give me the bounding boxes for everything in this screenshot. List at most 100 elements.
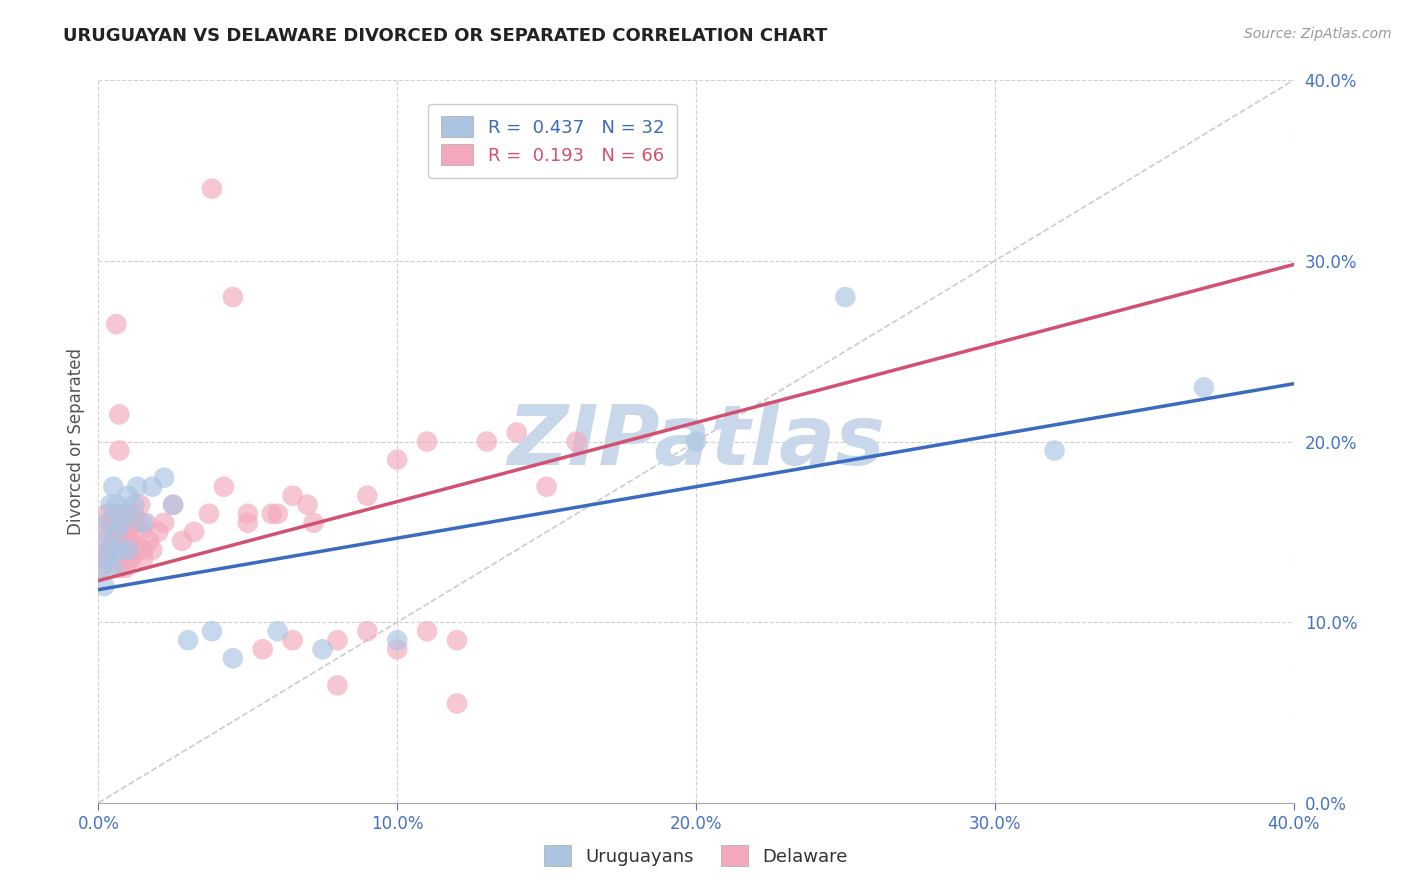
Point bbox=[141, 542, 163, 557]
Point bbox=[148, 524, 170, 539]
Point bbox=[222, 290, 245, 304]
Point bbox=[267, 507, 290, 521]
Point bbox=[105, 498, 128, 512]
Point bbox=[260, 507, 283, 521]
Point bbox=[385, 452, 409, 467]
Point bbox=[111, 533, 134, 548]
Text: Source: ZipAtlas.com: Source: ZipAtlas.com bbox=[1244, 27, 1392, 41]
Point bbox=[536, 480, 558, 494]
Point bbox=[132, 516, 155, 530]
Point bbox=[222, 651, 245, 665]
Point bbox=[326, 678, 349, 692]
Point bbox=[90, 561, 112, 575]
Point bbox=[141, 480, 163, 494]
Point bbox=[162, 498, 184, 512]
Point bbox=[120, 552, 142, 566]
Point bbox=[96, 552, 118, 566]
Point bbox=[103, 561, 125, 575]
Point bbox=[105, 524, 128, 539]
Point bbox=[93, 579, 115, 593]
Point bbox=[129, 498, 152, 512]
Point bbox=[153, 471, 176, 485]
Point bbox=[297, 498, 319, 512]
Point bbox=[103, 507, 125, 521]
Point bbox=[93, 552, 115, 566]
Point bbox=[281, 489, 304, 503]
Point bbox=[198, 507, 221, 521]
Point bbox=[111, 516, 134, 530]
Point bbox=[416, 434, 439, 449]
Point bbox=[117, 516, 139, 530]
Point bbox=[114, 561, 136, 575]
Point bbox=[117, 533, 139, 548]
Point bbox=[108, 443, 131, 458]
Point bbox=[162, 498, 184, 512]
Point bbox=[1043, 443, 1066, 458]
Text: ZIPatlas: ZIPatlas bbox=[508, 401, 884, 482]
Point bbox=[326, 633, 349, 648]
Point bbox=[98, 542, 122, 557]
Point bbox=[153, 516, 176, 530]
Point bbox=[252, 642, 274, 657]
Point bbox=[446, 697, 468, 711]
Point bbox=[385, 633, 409, 648]
Point bbox=[236, 507, 259, 521]
Point bbox=[114, 507, 136, 521]
Point bbox=[311, 642, 333, 657]
Point bbox=[281, 633, 304, 648]
Point bbox=[506, 425, 529, 440]
Point bbox=[108, 561, 131, 575]
Point bbox=[385, 642, 409, 657]
Point bbox=[138, 533, 160, 548]
Point bbox=[356, 624, 378, 639]
Y-axis label: Divorced or Separated: Divorced or Separated bbox=[66, 348, 84, 535]
Point bbox=[114, 507, 136, 521]
Point bbox=[446, 633, 468, 648]
Point bbox=[685, 434, 707, 449]
Point bbox=[96, 507, 118, 521]
Point bbox=[90, 561, 112, 575]
Point bbox=[98, 542, 122, 557]
Point bbox=[111, 516, 134, 530]
Legend: Uruguayans, Delaware: Uruguayans, Delaware bbox=[537, 838, 855, 873]
Point bbox=[108, 542, 131, 557]
Point bbox=[565, 434, 588, 449]
Point bbox=[108, 408, 131, 422]
Point bbox=[103, 533, 125, 548]
Point bbox=[201, 182, 224, 196]
Point bbox=[135, 516, 157, 530]
Point bbox=[124, 507, 146, 521]
Point bbox=[98, 516, 122, 530]
Point bbox=[93, 524, 115, 539]
Point bbox=[416, 624, 439, 639]
Point bbox=[93, 533, 115, 548]
Point bbox=[105, 542, 128, 557]
Point bbox=[236, 516, 259, 530]
Point bbox=[111, 524, 134, 539]
Text: URUGUAYAN VS DELAWARE DIVORCED OR SEPARATED CORRELATION CHART: URUGUAYAN VS DELAWARE DIVORCED OR SEPARA… bbox=[63, 27, 828, 45]
Point bbox=[117, 489, 139, 503]
Point bbox=[96, 516, 118, 530]
Point bbox=[177, 633, 200, 648]
Point bbox=[183, 524, 205, 539]
Point bbox=[1192, 380, 1215, 394]
Point bbox=[212, 480, 235, 494]
Point bbox=[98, 498, 122, 512]
Point bbox=[267, 624, 290, 639]
Point bbox=[356, 489, 378, 503]
Point bbox=[127, 516, 149, 530]
Point bbox=[127, 480, 149, 494]
Point bbox=[105, 317, 128, 331]
Point bbox=[172, 533, 194, 548]
Point bbox=[132, 542, 155, 557]
Point bbox=[103, 480, 125, 494]
Point bbox=[96, 542, 118, 557]
Point bbox=[124, 498, 146, 512]
Point bbox=[475, 434, 498, 449]
Point bbox=[302, 516, 325, 530]
Point bbox=[132, 552, 155, 566]
Point bbox=[129, 524, 152, 539]
Point bbox=[124, 542, 146, 557]
Point bbox=[120, 533, 142, 548]
Point bbox=[201, 624, 224, 639]
